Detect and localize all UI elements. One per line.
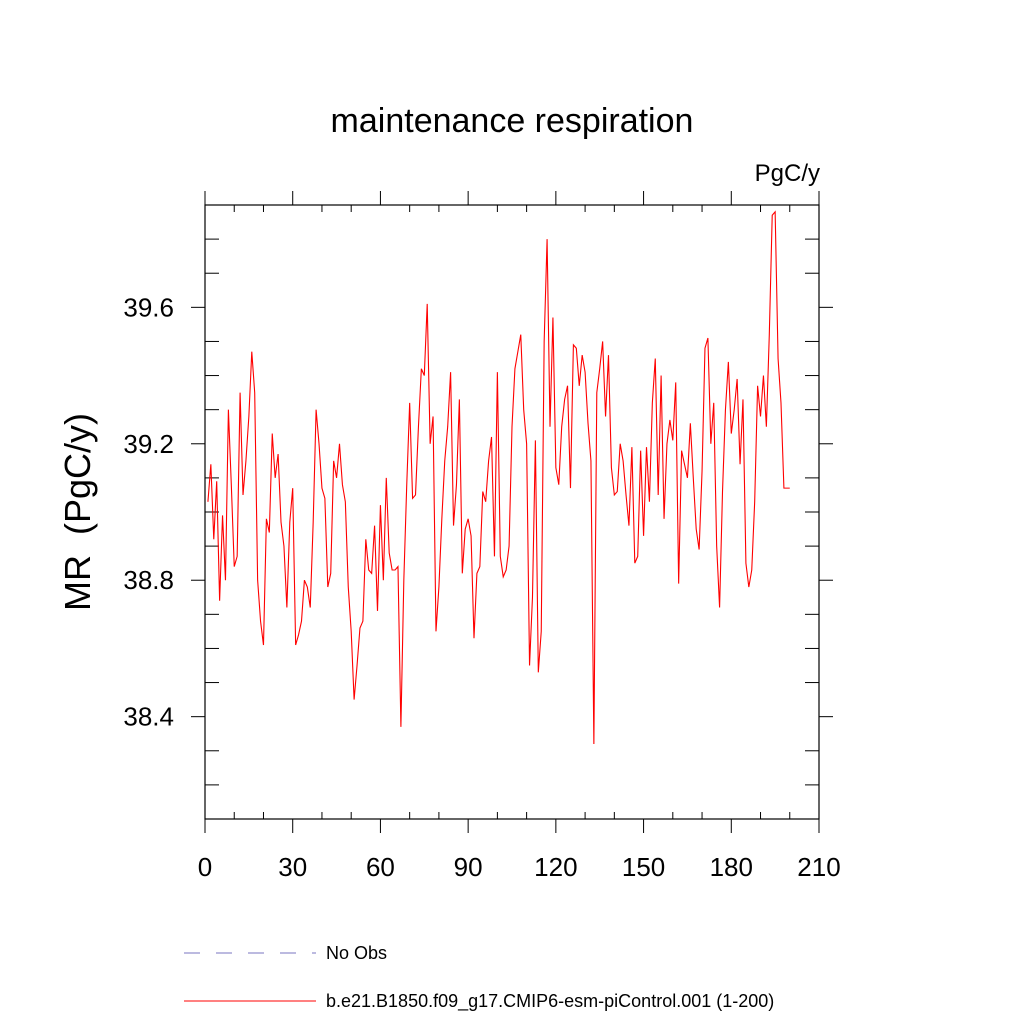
units-label: PgC/y (755, 160, 820, 187)
plot-frame (204, 204, 820, 820)
legend: No Obs b.e21.B1850.f09_g17.CMIP6-esm-piC… (184, 943, 774, 1012)
x-tick-label: 90 (454, 852, 483, 882)
ticks: 0 30 60 90 120 150 180 210 38.4 38.8 39.2 39.6 (123, 191, 841, 882)
y-axis-label: MR (PgC/y) (57, 413, 98, 611)
legend-label-series: b.e21.B1850.f09_g17.CMIP6-esm-piControl.… (326, 991, 774, 1012)
x-tick-label: 180 (710, 852, 753, 882)
y-tick-label: 38.8 (123, 565, 174, 595)
x-tick-label: 210 (797, 852, 840, 882)
y-tick-label: 38.4 (123, 702, 174, 732)
x-tick-label: 30 (278, 852, 307, 882)
x-tick-label: 0 (198, 852, 212, 882)
chart-title: maintenance respiration (331, 102, 694, 140)
y-tick-label: 39.2 (123, 429, 174, 459)
legend-label-no-obs: No Obs (326, 943, 387, 963)
x-tick-label: 60 (366, 852, 395, 882)
series-line (207, 210, 790, 744)
y-tick-label: 39.6 (123, 292, 174, 322)
x-tick-label: 120 (534, 852, 577, 882)
x-tick-label: 150 (622, 852, 665, 882)
